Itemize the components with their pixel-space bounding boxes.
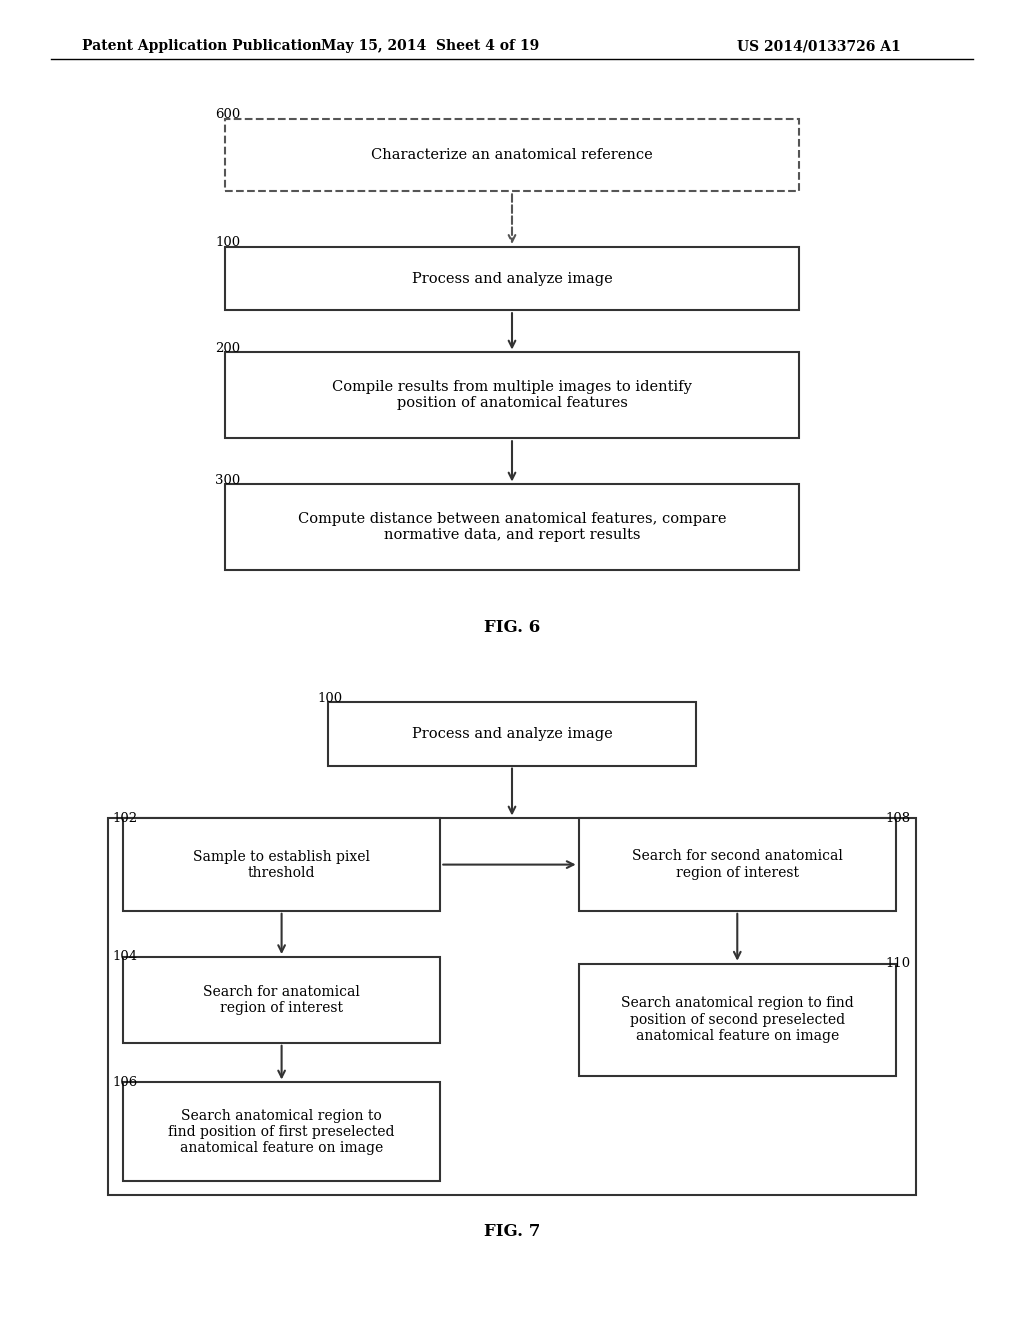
FancyBboxPatch shape [225, 484, 799, 570]
FancyBboxPatch shape [579, 818, 896, 911]
Text: 106: 106 [113, 1076, 138, 1089]
Text: Sample to establish pixel
threshold: Sample to establish pixel threshold [194, 850, 370, 879]
Text: Compile results from multiple images to identify
position of anatomical features: Compile results from multiple images to … [332, 380, 692, 411]
FancyBboxPatch shape [123, 1082, 440, 1181]
FancyBboxPatch shape [225, 119, 799, 191]
Text: 300: 300 [215, 474, 241, 487]
FancyBboxPatch shape [108, 818, 916, 1195]
Text: Process and analyze image: Process and analyze image [412, 272, 612, 285]
Text: Search anatomical region to
find position of first preselected
anatomical featur: Search anatomical region to find positio… [168, 1109, 395, 1155]
Text: 102: 102 [113, 812, 138, 825]
Text: Search for anatomical
region of interest: Search for anatomical region of interest [203, 985, 360, 1015]
Text: FIG. 6: FIG. 6 [484, 619, 540, 635]
Text: 108: 108 [886, 812, 911, 825]
Text: 200: 200 [215, 342, 241, 355]
Text: Process and analyze image: Process and analyze image [412, 727, 612, 741]
Text: 110: 110 [886, 957, 911, 970]
Text: Patent Application Publication: Patent Application Publication [82, 40, 322, 53]
Text: 600: 600 [215, 108, 241, 121]
Text: Compute distance between anatomical features, compare
normative data, and report: Compute distance between anatomical feat… [298, 512, 726, 543]
Text: May 15, 2014  Sheet 4 of 19: May 15, 2014 Sheet 4 of 19 [321, 40, 540, 53]
FancyBboxPatch shape [123, 818, 440, 911]
Text: FIG. 7: FIG. 7 [483, 1224, 541, 1239]
FancyBboxPatch shape [579, 964, 896, 1076]
FancyBboxPatch shape [328, 702, 696, 766]
Text: Search anatomical region to find
position of second preselected
anatomical featu: Search anatomical region to find positio… [621, 997, 854, 1043]
Text: Search for second anatomical
region of interest: Search for second anatomical region of i… [632, 850, 843, 879]
Text: Characterize an anatomical reference: Characterize an anatomical reference [371, 148, 653, 162]
Text: 104: 104 [113, 950, 138, 964]
Text: 100: 100 [317, 692, 343, 705]
Text: 100: 100 [215, 236, 241, 249]
FancyBboxPatch shape [123, 957, 440, 1043]
FancyBboxPatch shape [225, 247, 799, 310]
Text: US 2014/0133726 A1: US 2014/0133726 A1 [737, 40, 901, 53]
FancyBboxPatch shape [225, 352, 799, 438]
